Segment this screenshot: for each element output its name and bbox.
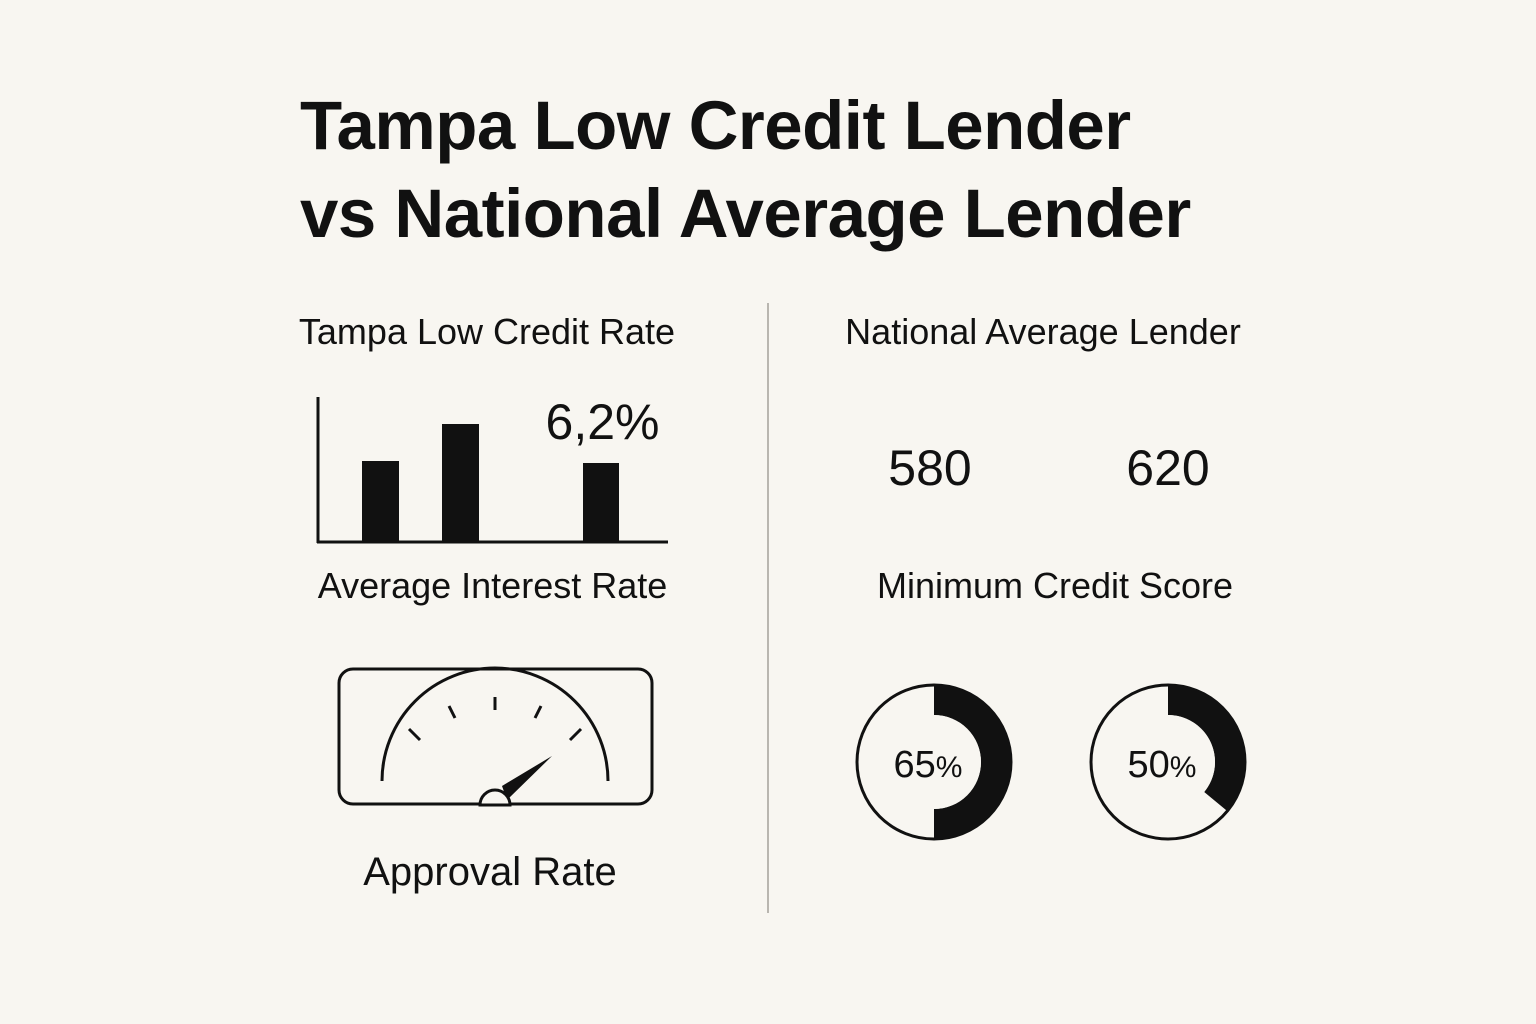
left-heading: Tampa Low Credit Rate [298,311,676,352]
page-title: Tampa Low Credit Lender vs National Aver… [300,82,1400,258]
interest-rate-label: Average Interest Rate [317,565,668,606]
gauge-needle [502,756,552,800]
credit-score-label: Minimum Credit Score [876,565,1234,606]
donut-1-value-text: 65 [894,744,936,786]
bar-3 [583,463,619,542]
column-divider [767,303,769,913]
right-heading: National Average Lender [845,311,1241,352]
gauge-ticks [407,697,583,742]
interest-rate-value: 6,2% [545,394,660,450]
donut-1-unit-text: % [936,751,963,784]
donut-2-unit-text: % [1170,751,1197,784]
bar-2 [442,424,479,542]
title-line-1: Tampa Low Credit Lender [300,87,1131,164]
credit-score-580: 580 [888,440,972,496]
title-line-2: vs National Average Lender [300,175,1191,252]
donut-1-number: 65% [894,744,963,786]
gauge-frame [337,667,654,806]
approval-rate-label: Approval Rate [363,850,617,894]
gauge-hub [478,788,512,807]
donut-2: 50% [1089,683,1247,841]
donut-2-number: 50% [1128,744,1197,786]
donut-2-fill [1168,684,1246,812]
donut-1-fill [934,684,1012,840]
donut-2-value-text: 50 [1128,744,1170,786]
credit-score-620: 620 [1126,440,1210,496]
gauge-arc [380,666,610,782]
donut-1: 65% [855,683,1013,841]
bar-1 [362,461,399,542]
